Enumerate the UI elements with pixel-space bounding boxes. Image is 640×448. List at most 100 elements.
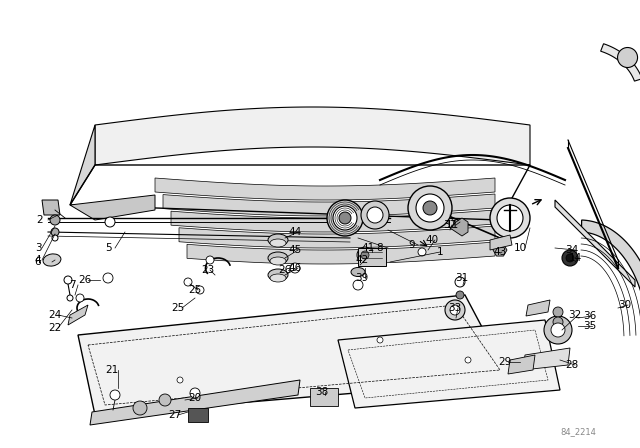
Circle shape — [206, 256, 214, 264]
Text: 4: 4 — [35, 255, 42, 265]
Bar — [188, 408, 208, 422]
Text: 35: 35 — [584, 321, 596, 331]
Circle shape — [190, 388, 200, 398]
Text: 22: 22 — [49, 323, 61, 333]
Text: 44: 44 — [289, 227, 301, 237]
Bar — [358, 248, 386, 266]
Text: 39: 39 — [355, 273, 369, 283]
Text: 38: 38 — [316, 387, 328, 397]
Polygon shape — [526, 300, 550, 316]
Circle shape — [367, 207, 383, 223]
Ellipse shape — [270, 257, 286, 265]
Text: 26: 26 — [278, 265, 292, 275]
Polygon shape — [179, 226, 495, 248]
Polygon shape — [70, 195, 155, 220]
Circle shape — [490, 198, 530, 238]
Circle shape — [64, 276, 72, 284]
Text: 33: 33 — [449, 303, 461, 313]
Ellipse shape — [268, 269, 288, 281]
Polygon shape — [95, 107, 530, 165]
Circle shape — [361, 201, 389, 229]
Circle shape — [553, 317, 563, 327]
Circle shape — [52, 235, 58, 241]
Text: 3: 3 — [35, 243, 42, 253]
Circle shape — [408, 186, 452, 230]
Circle shape — [566, 254, 574, 262]
Circle shape — [416, 194, 444, 222]
Text: 21: 21 — [106, 365, 118, 375]
Circle shape — [133, 401, 147, 415]
Text: 8: 8 — [377, 243, 383, 253]
Text: 6: 6 — [35, 257, 42, 267]
Circle shape — [339, 212, 351, 224]
Circle shape — [196, 286, 204, 294]
Circle shape — [76, 294, 84, 302]
Polygon shape — [70, 125, 95, 205]
Circle shape — [445, 300, 465, 320]
Circle shape — [618, 47, 637, 68]
Text: 34: 34 — [565, 245, 579, 255]
Circle shape — [159, 394, 171, 406]
Circle shape — [105, 217, 115, 227]
Circle shape — [361, 251, 369, 259]
Circle shape — [110, 390, 120, 400]
Text: 46: 46 — [289, 263, 301, 273]
Circle shape — [333, 206, 357, 230]
Circle shape — [544, 316, 572, 344]
Circle shape — [103, 273, 113, 283]
Text: 14: 14 — [568, 253, 582, 263]
Circle shape — [423, 201, 437, 215]
Circle shape — [327, 200, 363, 236]
Circle shape — [450, 305, 460, 315]
Text: 2: 2 — [36, 215, 44, 225]
Polygon shape — [555, 200, 635, 287]
Polygon shape — [338, 320, 560, 408]
Circle shape — [377, 337, 383, 343]
Circle shape — [553, 307, 563, 317]
Circle shape — [184, 278, 192, 286]
Circle shape — [562, 250, 578, 266]
Text: 37: 37 — [444, 220, 456, 230]
Text: 10: 10 — [513, 243, 527, 253]
Polygon shape — [490, 235, 512, 250]
Circle shape — [50, 215, 60, 225]
Ellipse shape — [43, 254, 61, 266]
Text: 7: 7 — [68, 280, 76, 290]
Polygon shape — [155, 178, 495, 200]
Ellipse shape — [268, 234, 288, 246]
Circle shape — [551, 323, 565, 337]
Text: 25: 25 — [172, 303, 184, 313]
Ellipse shape — [268, 252, 288, 264]
Polygon shape — [508, 355, 535, 374]
Ellipse shape — [351, 267, 365, 276]
Circle shape — [357, 247, 373, 263]
Bar — [310, 388, 338, 406]
Polygon shape — [163, 194, 495, 216]
Polygon shape — [90, 380, 300, 425]
Polygon shape — [450, 218, 468, 236]
Text: 40: 40 — [426, 235, 438, 245]
Circle shape — [455, 277, 465, 287]
Circle shape — [418, 248, 426, 256]
Text: 84_2214: 84_2214 — [560, 427, 596, 436]
Polygon shape — [493, 244, 507, 256]
Text: 20: 20 — [188, 393, 202, 403]
Polygon shape — [581, 220, 640, 335]
Polygon shape — [78, 295, 510, 415]
Circle shape — [290, 263, 300, 273]
Circle shape — [177, 377, 183, 383]
Circle shape — [67, 295, 73, 301]
Text: 9: 9 — [409, 240, 415, 250]
Text: 25: 25 — [188, 285, 202, 295]
Text: 36: 36 — [584, 311, 596, 321]
Text: 23: 23 — [202, 265, 214, 275]
Circle shape — [465, 357, 471, 363]
Circle shape — [353, 280, 363, 290]
Text: 42: 42 — [355, 255, 369, 265]
Text: 30: 30 — [618, 300, 632, 310]
Polygon shape — [601, 44, 640, 81]
Text: 1: 1 — [436, 247, 444, 257]
Circle shape — [51, 228, 59, 236]
Text: 45: 45 — [289, 245, 301, 255]
Polygon shape — [42, 200, 60, 215]
